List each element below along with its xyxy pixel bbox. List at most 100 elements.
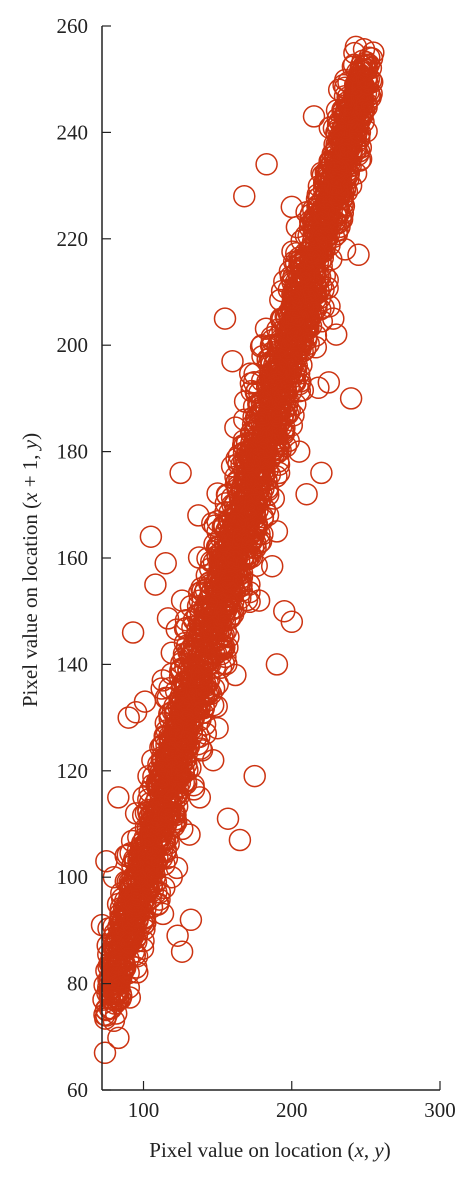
scatter-point	[347, 243, 370, 267]
scatter-point	[173, 710, 197, 734]
scatter-point	[254, 435, 277, 459]
scatter-point	[202, 594, 226, 618]
scatter-point	[308, 196, 331, 220]
y-tick-label: 260	[57, 14, 89, 38]
scatter-point	[93, 1041, 117, 1065]
scatter-point	[190, 577, 213, 600]
scatter-point	[287, 440, 311, 463]
scatter-point	[362, 41, 385, 64]
scatter-point	[105, 953, 129, 977]
scatter-point	[243, 764, 266, 788]
y-tick-label: 220	[57, 227, 89, 251]
scatter-point	[291, 340, 314, 363]
y-axis-label-post: )	[18, 433, 42, 440]
scatter-point	[164, 679, 188, 703]
scatter-point	[95, 959, 118, 982]
scatter-point	[151, 902, 175, 926]
scatter-point	[302, 280, 326, 304]
scatter-point	[324, 323, 348, 346]
y-tick-label: 100	[57, 865, 89, 889]
scatter-point	[106, 892, 130, 916]
scatter-point	[196, 547, 219, 570]
scatter-point	[201, 748, 225, 772]
y-tick-label: 240	[57, 120, 89, 144]
scatter-point	[102, 1009, 126, 1033]
scatter-point	[333, 238, 357, 261]
scatter-point	[247, 589, 271, 612]
scatter-point	[221, 493, 244, 517]
scatter-point	[187, 504, 210, 527]
scatter-point	[114, 844, 137, 868]
scatter-point	[213, 307, 237, 330]
y-tick-label: 60	[67, 1078, 88, 1102]
scatter-point	[236, 467, 260, 491]
x-axis-label-mid: ,	[364, 1138, 375, 1162]
scatter-point	[341, 55, 365, 78]
scatter-point	[226, 507, 250, 531]
x-tick-label: 200	[276, 1098, 308, 1122]
scatter-point	[162, 758, 185, 782]
scatter-point	[240, 530, 263, 554]
scatter-point	[107, 786, 130, 809]
scatter-point	[273, 270, 296, 293]
scatter-point	[236, 543, 259, 567]
scatter-points	[90, 35, 385, 1065]
y-axis-label-var-y: y	[18, 439, 42, 451]
scatter-point	[145, 814, 168, 837]
scatter-point	[170, 940, 194, 963]
scatter-point	[181, 664, 205, 688]
scatter-point	[203, 626, 226, 650]
scatter-point	[164, 759, 188, 783]
x-ticks: 100 200 300	[128, 1081, 456, 1122]
y-ticks: 60 80 100 120 140 160 180 200 220 240 260	[57, 14, 111, 1102]
scatter-point	[220, 455, 244, 478]
scatter-point	[198, 557, 222, 580]
scatter-point	[172, 642, 196, 666]
y-axis-label-pre: Pixel value on location (	[18, 502, 42, 707]
scatter-point	[295, 200, 318, 224]
scatter-point	[298, 249, 322, 272]
scatter-point	[118, 931, 142, 955]
scatter-point	[233, 408, 256, 431]
scatter-point	[311, 163, 335, 187]
scatter-point	[339, 387, 363, 410]
scatter-point	[291, 251, 314, 274]
scatter-point	[323, 172, 346, 196]
scatter-point	[117, 961, 140, 985]
scatter-point	[166, 924, 189, 947]
scatter-point	[268, 358, 291, 382]
scatter-point	[188, 589, 212, 612]
y-tick-label: 80	[67, 972, 88, 996]
scatter-point	[107, 1026, 130, 1050]
scatter-point	[162, 801, 185, 824]
scatter-point	[161, 726, 184, 750]
x-axis-label-post: )	[384, 1138, 391, 1162]
scatter-point	[132, 929, 155, 953]
scatter-point	[290, 229, 313, 252]
scatter-point	[317, 371, 341, 394]
scatter-point	[161, 736, 184, 759]
scatter-point	[327, 78, 351, 102]
scatter-point	[124, 892, 148, 916]
scatter-point	[339, 94, 363, 118]
scatter-point	[249, 447, 272, 470]
scatter-point	[313, 264, 337, 288]
scatter-point	[150, 759, 173, 783]
y-axis-label-mid: + 1,	[18, 449, 42, 492]
y-axis-label-var-x: x	[18, 492, 42, 503]
scatter-point	[302, 223, 325, 247]
scatter-point	[285, 308, 308, 331]
scatter-point	[302, 105, 326, 128]
scatter-point	[198, 653, 222, 676]
scatter-point	[348, 121, 372, 144]
scatter-point	[95, 1004, 118, 1027]
scatter-point	[253, 450, 277, 474]
scatter-point	[295, 264, 318, 288]
scatter-point	[189, 737, 213, 760]
scatter-point	[221, 349, 244, 373]
scatter-point	[174, 681, 198, 705]
scatter-point	[224, 546, 247, 570]
scatter-point	[339, 174, 363, 197]
y-tick-label: 180	[57, 440, 89, 464]
